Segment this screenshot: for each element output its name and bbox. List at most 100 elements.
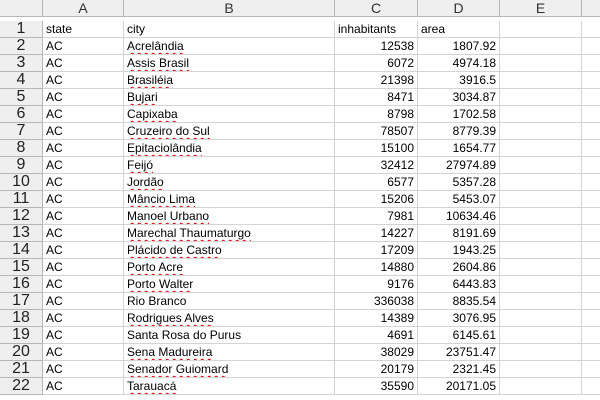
cell-area[interactable]: 2321.45 [418,361,500,378]
cell-city[interactable]: Bujari [124,89,335,106]
cell-empty[interactable] [582,89,600,106]
cell-state[interactable]: AC [43,106,124,123]
row-header[interactable]: 20 [0,344,43,361]
cell-area[interactable]: 3034.87 [418,89,500,106]
cell-state[interactable]: AC [43,378,124,395]
cell-inhabitants[interactable]: 14227 [335,225,418,242]
cell-city[interactable]: Sena Madureira [124,344,335,361]
cell-inhabitants[interactable]: 14389 [335,310,418,327]
cell-empty[interactable] [500,157,582,174]
cell-inhabitants[interactable]: 78507 [335,123,418,140]
cell-area[interactable]: 8191.69 [418,225,500,242]
cell-empty[interactable] [500,89,582,106]
cell-state[interactable]: AC [43,123,124,140]
cell-inhabitants[interactable]: 8798 [335,106,418,123]
cell-city[interactable]: Acrelândia [124,38,335,55]
cell-state[interactable]: AC [43,89,124,106]
cell-area[interactable]: 1807.92 [418,38,500,55]
cell-city[interactable]: Epitaciolândia [124,140,335,157]
cell-inhabitants[interactable]: 21398 [335,72,418,89]
cell-state-header[interactable]: state [43,21,124,38]
cell-inhabitants[interactable]: 6577 [335,174,418,191]
cell-empty[interactable] [582,310,600,327]
cell-state[interactable]: AC [43,208,124,225]
cell-empty[interactable] [500,123,582,140]
row-header[interactable]: 1 [0,21,43,38]
cell-inhabitants[interactable]: 20179 [335,361,418,378]
row-header[interactable]: 13 [0,225,43,242]
cell-state[interactable]: AC [43,293,124,310]
cell-city[interactable]: Porto Walter [124,276,335,293]
cell-empty[interactable] [500,276,582,293]
row-header[interactable]: 15 [0,259,43,276]
cell-area[interactable]: 8779.39 [418,123,500,140]
row-header[interactable]: 16 [0,276,43,293]
cell-city[interactable]: Brasiléia [124,72,335,89]
cell-area[interactable]: 3916.5 [418,72,500,89]
row-header[interactable]: 4 [0,72,43,89]
cell-state[interactable]: AC [43,225,124,242]
cell-area[interactable]: 1943.25 [418,242,500,259]
cell-empty[interactable] [582,361,600,378]
cell-area[interactable]: 4974.18 [418,55,500,72]
cell-inhabitants[interactable]: 32412 [335,157,418,174]
cell-inhabitants[interactable]: 8471 [335,89,418,106]
cell-area[interactable]: 10634.46 [418,208,500,225]
row-header[interactable]: 10 [0,174,43,191]
cell-state[interactable]: AC [43,72,124,89]
cell-empty[interactable] [582,259,600,276]
cell-area-header[interactable]: area [418,21,500,38]
row-header[interactable]: 6 [0,106,43,123]
cell-empty[interactable] [582,174,600,191]
cell-empty[interactable] [500,174,582,191]
cell-empty[interactable] [582,276,600,293]
cell-empty[interactable] [500,259,582,276]
cell-inhabitants[interactable]: 9176 [335,276,418,293]
column-header-f[interactable] [582,0,600,17]
cell-empty[interactable] [582,242,600,259]
cell-empty[interactable] [500,72,582,89]
cell-city[interactable]: Mâncio Lima [124,191,335,208]
cell-state[interactable]: AC [43,191,124,208]
cell-empty[interactable] [500,38,582,55]
row-header[interactable]: 19 [0,327,43,344]
cell-city[interactable]: Porto Acre [124,259,335,276]
cell-empty[interactable] [500,191,582,208]
cell-area[interactable]: 20171.05 [418,378,500,395]
cell-empty[interactable] [582,38,600,55]
cell-state[interactable]: AC [43,344,124,361]
cell-empty[interactable] [500,344,582,361]
cell-empty[interactable] [500,378,582,395]
cell-state[interactable]: AC [43,157,124,174]
cell-city[interactable]: Feijó [124,157,335,174]
cell-empty[interactable] [500,208,582,225]
column-header-a[interactable]: A [43,0,124,17]
cell-empty[interactable] [500,293,582,310]
cell-empty[interactable] [582,123,600,140]
cell-empty[interactable] [582,21,600,38]
cell-inhabitants[interactable]: 35590 [335,378,418,395]
row-header[interactable]: 9 [0,157,43,174]
cell-state[interactable]: AC [43,140,124,157]
cell-city[interactable]: Capixaba [124,106,335,123]
cell-state[interactable]: AC [43,276,124,293]
cell-empty[interactable] [582,72,600,89]
cell-empty[interactable] [582,55,600,72]
row-header[interactable]: 17 [0,293,43,310]
cell-empty[interactable] [582,157,600,174]
cell-inhabitants[interactable]: 12538 [335,38,418,55]
cell-state[interactable]: AC [43,361,124,378]
cell-inhabitants[interactable]: 15206 [335,191,418,208]
row-header[interactable]: 11 [0,191,43,208]
cell-area[interactable]: 23751.47 [418,344,500,361]
row-header[interactable]: 22 [0,378,43,395]
cell-inhabitants[interactable]: 7981 [335,208,418,225]
cell-empty[interactable] [500,55,582,72]
row-header[interactable]: 8 [0,140,43,157]
row-header[interactable]: 7 [0,123,43,140]
cell-area[interactable]: 1702.58 [418,106,500,123]
cell-empty[interactable] [500,140,582,157]
cell-inhabitants[interactable]: 17209 [335,242,418,259]
cell-city[interactable]: Cruzeiro do Sul [124,123,335,140]
cell-empty[interactable] [500,242,582,259]
